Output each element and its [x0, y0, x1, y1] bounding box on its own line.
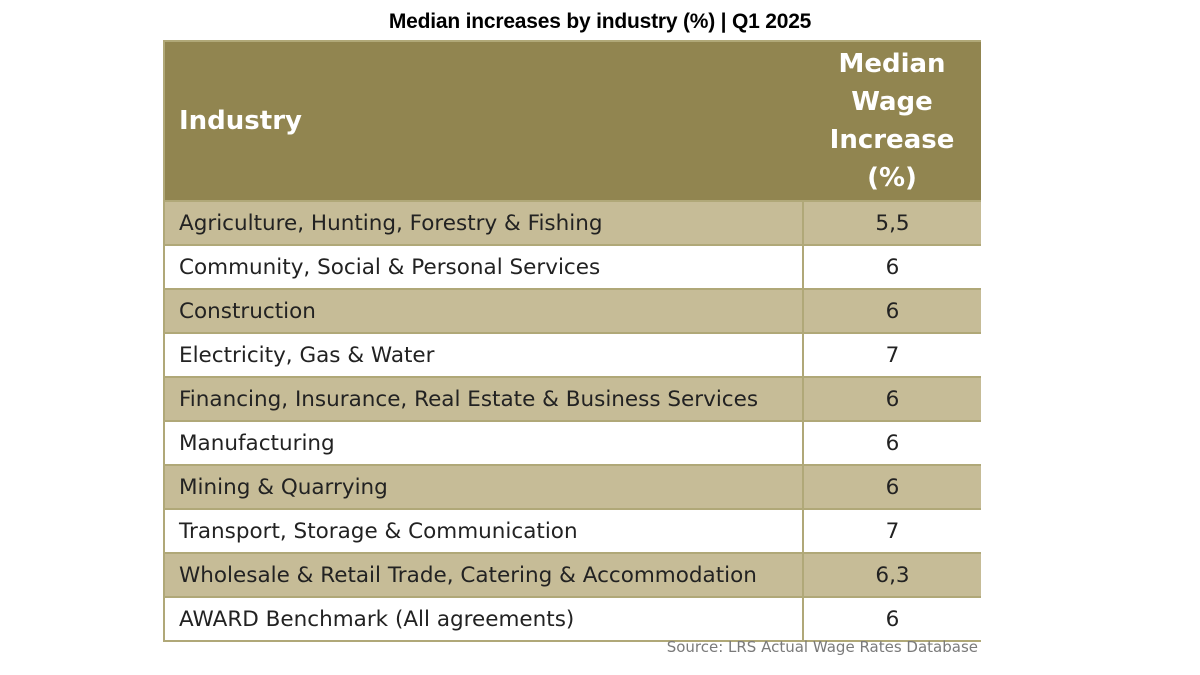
median-wage-increase-column-header: Median Wage Increase (%)	[803, 42, 981, 201]
header-line: Median	[838, 49, 946, 79]
value-cell: 6	[803, 420, 981, 465]
value-cell: 6	[803, 464, 981, 509]
table-row: AWARD Benchmark (All agreements) 6	[165, 596, 981, 640]
table-row: Community, Social & Personal Services 6	[165, 244, 981, 289]
value-cell: 6	[803, 376, 981, 421]
table-row: Financing, Insurance, Real Estate & Busi…	[165, 376, 981, 421]
wage-increase-table: Industry Median Wage Increase (%) Agricu…	[163, 40, 981, 642]
industry-cell: Electricity, Gas & Water	[165, 332, 804, 377]
table-row: Agriculture, Hunting, Forestry & Fishing…	[165, 200, 981, 245]
industry-cell: Wholesale & Retail Trade, Catering & Acc…	[165, 552, 804, 597]
industry-cell: AWARD Benchmark (All agreements)	[165, 596, 804, 640]
table-row: Transport, Storage & Communication 7	[165, 508, 981, 553]
table-header-row: Industry Median Wage Increase (%)	[165, 42, 981, 201]
industry-cell: Agriculture, Hunting, Forestry & Fishing	[165, 200, 804, 245]
value-cell: 7	[803, 332, 981, 377]
table-title: Median increases by industry (%) | Q1 20…	[388, 10, 812, 33]
header-line: Increase	[829, 125, 955, 155]
header-line: (%)	[867, 163, 917, 193]
header-line: Wage	[851, 87, 933, 117]
value-cell: 6	[803, 596, 981, 640]
industry-column-header: Industry	[165, 42, 803, 201]
industry-cell: Community, Social & Personal Services	[165, 244, 804, 289]
industry-cell: Financing, Insurance, Real Estate & Busi…	[165, 376, 804, 421]
industry-cell: Transport, Storage & Communication	[165, 508, 804, 553]
value-cell: 6	[803, 244, 981, 289]
industry-cell: Manufacturing	[165, 420, 804, 465]
industry-cell: Construction	[165, 288, 804, 333]
value-cell: 6	[803, 288, 981, 333]
table-row: Mining & Quarrying 6	[165, 464, 981, 509]
value-cell: 6,3	[803, 552, 981, 597]
value-cell: 7	[803, 508, 981, 553]
industry-cell: Mining & Quarrying	[165, 464, 804, 509]
table-row: Wholesale & Retail Trade, Catering & Acc…	[165, 552, 981, 597]
table-row: Construction 6	[165, 288, 981, 333]
table-row: Electricity, Gas & Water 7	[165, 332, 981, 377]
source-note: Source: LRS Actual Wage Rates Database	[666, 638, 978, 656]
table-row: Manufacturing 6	[165, 420, 981, 465]
value-cell: 5,5	[803, 200, 981, 245]
